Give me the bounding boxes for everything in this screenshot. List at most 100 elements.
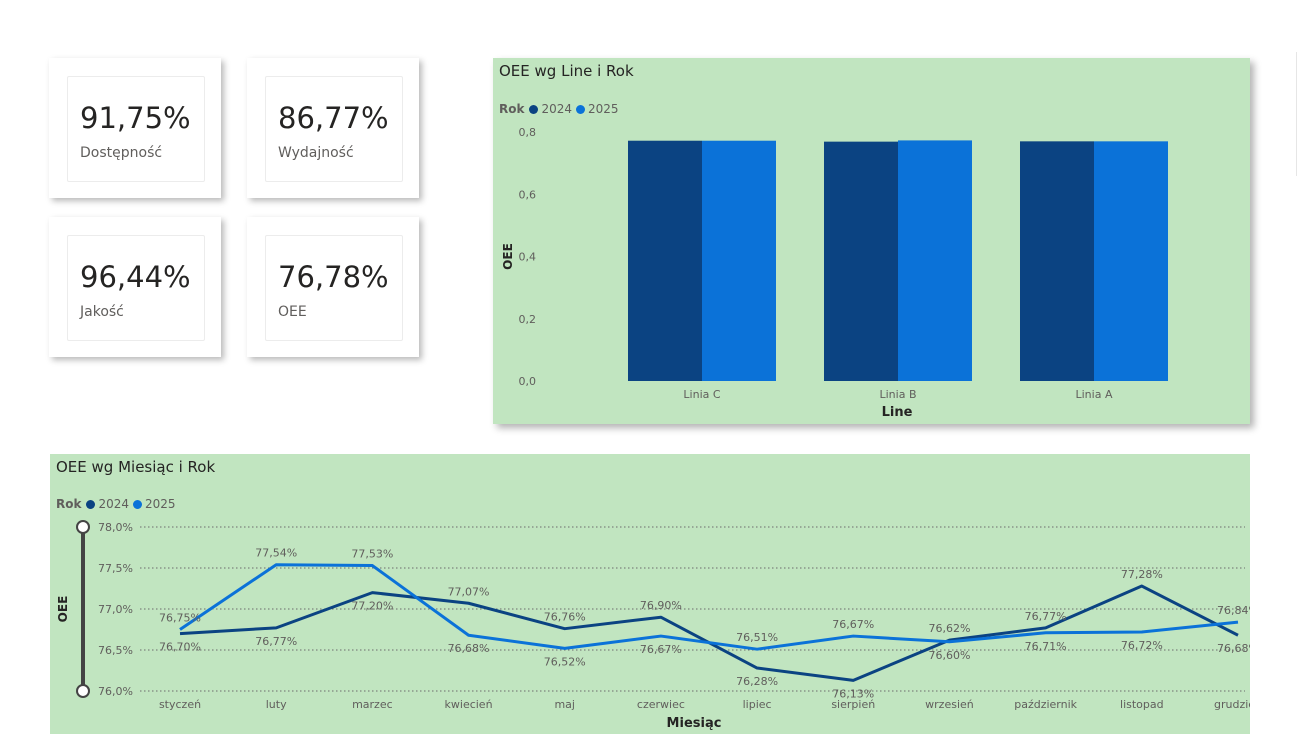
data-label-2024: 76,77% bbox=[1025, 610, 1067, 623]
kpi-label: Jakość bbox=[80, 304, 124, 320]
x-tick-label: marzec bbox=[352, 698, 393, 711]
kpi-card-jakosc: 96,44% Jakość bbox=[49, 217, 221, 357]
zoom-slider-handle-top bbox=[76, 520, 90, 534]
data-label-2024: 77,28% bbox=[1121, 568, 1163, 581]
x-axis-title: Line bbox=[882, 405, 913, 420]
bar-2024-linia-a bbox=[1020, 141, 1094, 381]
data-label-2025: 76,52% bbox=[544, 655, 586, 668]
data-label-2024: 76,90% bbox=[640, 599, 682, 612]
data-label-2024: 76,70% bbox=[159, 641, 201, 654]
bar-chart: 0,0 0,2 0,4 0,6 0,8 OEE Linia C Linia B Linia A L… bbox=[501, 126, 1168, 420]
x-tick-label: Linia C bbox=[683, 388, 720, 401]
x-tick-label: czerwiec bbox=[637, 698, 685, 711]
data-label-2025: 76,75% bbox=[159, 612, 201, 625]
y-tick-label: 0,8 bbox=[519, 126, 537, 139]
legend-label: 2024 bbox=[98, 497, 130, 511]
chart-title: OEE wg Line i Rok bbox=[499, 62, 634, 80]
bar-2025-linia-a bbox=[1094, 141, 1168, 381]
x-tick-label: październik bbox=[1014, 698, 1077, 711]
y-axis-title: OEE bbox=[56, 596, 70, 623]
data-label-2024: 76,62% bbox=[928, 622, 970, 635]
data-label-2024: 77,20% bbox=[351, 600, 393, 613]
data-label-2025: 76,72% bbox=[1121, 639, 1163, 652]
legend-item-2025[interactable]: 2025 bbox=[133, 497, 176, 511]
x-tick-label: listopad bbox=[1120, 698, 1164, 711]
kpi-value: 96,44% bbox=[80, 260, 191, 294]
legend-dot-icon bbox=[133, 499, 143, 509]
legend-title: Rok bbox=[56, 497, 82, 511]
x-tick-label: lipiec bbox=[743, 698, 772, 711]
y-axis-title: OEE bbox=[501, 243, 515, 270]
kpi-label: OEE bbox=[278, 304, 307, 320]
data-label-2024: 76,68% bbox=[1217, 642, 1250, 655]
kpi-value: 91,75% bbox=[80, 101, 191, 135]
x-tick-label: maj bbox=[554, 698, 575, 711]
y-tick-label: 77,5% bbox=[98, 562, 133, 575]
legend-label: 2025 bbox=[588, 102, 619, 116]
chart-legend: Rok 2024 2025 bbox=[499, 102, 623, 116]
kpi-label: Wydajność bbox=[278, 145, 354, 161]
divider bbox=[1296, 52, 1297, 176]
legend-item-2024[interactable]: 2024 bbox=[529, 102, 572, 116]
legend-dot-icon bbox=[529, 104, 539, 114]
data-label-2025: 76,67% bbox=[832, 618, 874, 631]
kpi-card-inner: 91,75% Dostępność bbox=[67, 76, 205, 182]
x-axis-title: Miesiąc bbox=[667, 716, 722, 731]
x-tick-label: kwiecień bbox=[445, 698, 493, 711]
kpi-card-inner: 76,78% OEE bbox=[265, 235, 403, 341]
data-label-2024: 77,07% bbox=[448, 585, 490, 598]
chart-title: OEE wg Miesiąc i Rok bbox=[56, 458, 216, 476]
zoom-slider-handle-bottom bbox=[76, 684, 90, 698]
y-tick-label: 0,2 bbox=[519, 313, 537, 326]
y-tick-label: 78,0% bbox=[98, 521, 133, 534]
x-tick-label: wrzesień bbox=[925, 698, 974, 711]
chart-legend: Rok 2024 2025 bbox=[56, 497, 180, 511]
x-tick-label: Linia B bbox=[880, 388, 917, 401]
legend-title: Rok bbox=[499, 102, 525, 116]
y-tick-label: 76,0% bbox=[98, 685, 133, 698]
data-label-2024: 76,76% bbox=[544, 611, 586, 624]
y-tick-label: 0,0 bbox=[519, 375, 537, 388]
bar-2024-linia-b bbox=[824, 141, 898, 381]
y-tick-label: 0,6 bbox=[519, 188, 537, 201]
kpi-value: 76,78% bbox=[278, 260, 389, 294]
bar-chart-panel[interactable]: OEE wg Line i Rok Rok 2024 2025 0,0 0,2 0,… bbox=[493, 58, 1250, 424]
x-tick-label: grudzień bbox=[1214, 698, 1250, 711]
line-chart-panel[interactable]: OEE wg Miesiąc i Rok Rok 2024 2025 76,0%… bbox=[50, 454, 1250, 734]
legend-dot-icon bbox=[576, 104, 586, 114]
data-label-2025: 76,84% bbox=[1217, 604, 1250, 617]
x-tick-label: luty bbox=[266, 698, 287, 711]
y-tick-label: 77,0% bbox=[98, 603, 133, 616]
data-label-2025: 76,71% bbox=[1025, 640, 1067, 653]
data-label-2025: 77,54% bbox=[255, 547, 297, 560]
legend-item-2024[interactable]: 2024 bbox=[86, 497, 129, 511]
kpi-card-inner: 86,77% Wydajność bbox=[265, 76, 403, 182]
kpi-value: 86,77% bbox=[278, 101, 389, 135]
data-label-2024: 76,13% bbox=[832, 687, 874, 700]
legend-label: 2024 bbox=[541, 102, 573, 116]
x-tick-label: sierpień bbox=[831, 698, 875, 711]
bar-2025-linia-c bbox=[702, 140, 776, 381]
data-label-2025: 77,53% bbox=[351, 548, 393, 561]
kpi-card-wydajnosc: 86,77% Wydajność bbox=[247, 58, 419, 198]
data-label-2024: 76,28% bbox=[736, 675, 778, 688]
line-chart: 76,0% 76,5% 77,0% 77,5% 78,0% OEE styczeń luty m… bbox=[56, 520, 1250, 731]
bar-2025-linia-b bbox=[898, 140, 972, 381]
data-label-2025: 76,51% bbox=[736, 631, 778, 644]
kpi-card-oee: 76,78% OEE bbox=[247, 217, 419, 357]
legend-label: 2025 bbox=[145, 497, 176, 511]
kpi-label: Dostępność bbox=[80, 145, 163, 161]
data-label-2025: 76,68% bbox=[448, 642, 490, 655]
series-line-2025 bbox=[179, 563, 1239, 651]
data-label-2025: 76,60% bbox=[928, 649, 970, 662]
y-tick-label: 0,4 bbox=[519, 251, 537, 264]
kpi-card-dostepnosc: 91,75% Dostępność bbox=[49, 58, 221, 198]
data-label-2025: 76,67% bbox=[640, 643, 682, 656]
x-tick-label: Linia A bbox=[1076, 388, 1113, 401]
data-label-2024: 76,77% bbox=[255, 635, 297, 648]
x-tick-label: styczeń bbox=[159, 698, 201, 711]
legend-dot-icon bbox=[86, 499, 96, 509]
legend-item-2025[interactable]: 2025 bbox=[576, 102, 619, 116]
bar-2024-linia-c bbox=[628, 140, 702, 381]
kpi-card-inner: 96,44% Jakość bbox=[67, 235, 205, 341]
